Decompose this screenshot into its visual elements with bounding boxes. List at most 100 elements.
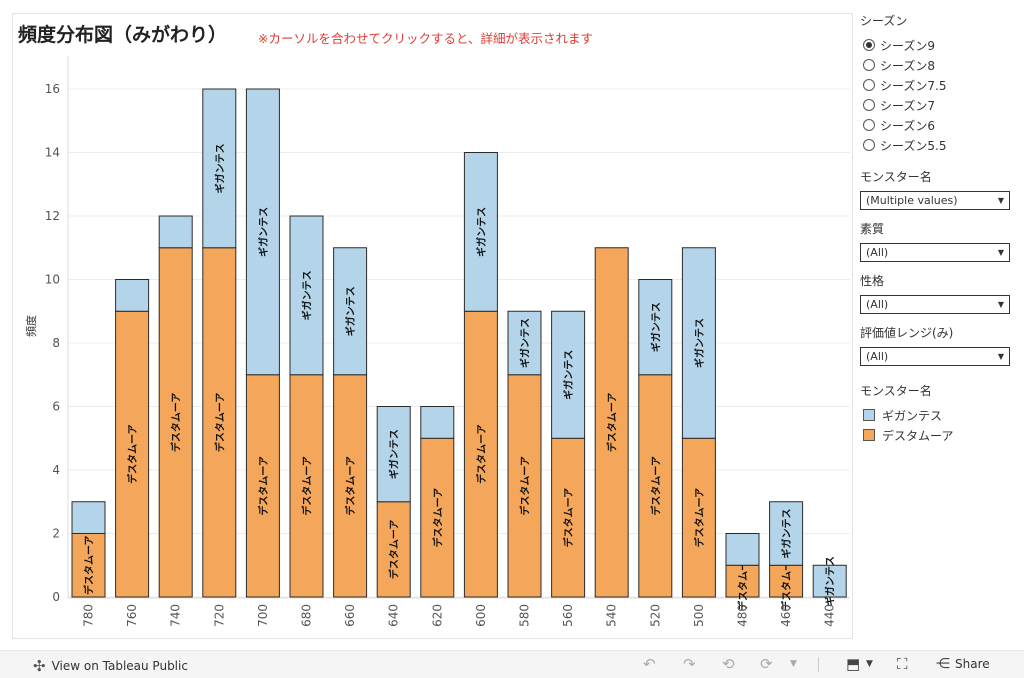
refresh-icon[interactable]: ⟳ xyxy=(760,655,773,673)
radio-icon[interactable] xyxy=(863,59,875,71)
legend-label: ギガンテス xyxy=(882,408,943,423)
chevron-down-icon: ▼ xyxy=(997,300,1004,309)
bar-segment-gigantes[interactable] xyxy=(507,310,542,376)
y-tick-label: 4 xyxy=(52,463,60,477)
bar-segment-destamoore[interactable] xyxy=(681,437,716,598)
y-tick-label: 2 xyxy=(52,527,60,541)
bar-segment-destamoore[interactable] xyxy=(769,564,804,598)
season-option-label: シーズン8 xyxy=(880,58,936,73)
bar-segment-destamoore[interactable] xyxy=(71,533,106,598)
radio-icon[interactable] xyxy=(863,139,875,151)
bar-segment-gigantes[interactable] xyxy=(725,533,760,566)
fullscreen-icon[interactable]: ⛶ xyxy=(897,655,908,673)
season-option[interactable]: シーズン8 xyxy=(860,55,1016,75)
x-tick-label: 760 xyxy=(125,604,139,627)
bar-segment-gigantes[interactable] xyxy=(463,152,498,312)
bar-segment-destamoore[interactable] xyxy=(115,310,150,598)
radio-icon[interactable] xyxy=(863,79,875,91)
bar-segment-label: デスタムーア xyxy=(170,393,183,453)
y-tick-label: 0 xyxy=(52,590,60,604)
bar-segment-label: デスタムーア xyxy=(693,488,706,548)
bar-segment-destamoore[interactable] xyxy=(158,247,193,598)
filter-dropdown[interactable]: (All) ▼ xyxy=(860,347,1010,366)
season-option-label: シーズン5.5 xyxy=(880,138,947,153)
bar-segment-destamoore[interactable] xyxy=(594,247,629,598)
bar-segment-gigantes[interactable] xyxy=(769,501,804,566)
radio-icon[interactable] xyxy=(863,119,875,131)
toolbar-divider xyxy=(818,657,819,672)
bar-segment-label: ギガンテス xyxy=(301,270,314,320)
view-on-tableau-link[interactable]: ✣ View on Tableau Public xyxy=(33,657,188,675)
bar-segment-gigantes[interactable] xyxy=(202,88,237,249)
bar-segment-gigantes[interactable] xyxy=(158,215,193,249)
season-option-label: シーズン7.5 xyxy=(880,78,947,93)
x-tick-label: 600 xyxy=(474,604,488,627)
filter-dropdown-value: (Multiple values) xyxy=(866,194,958,207)
bar-segment-gigantes[interactable] xyxy=(681,247,716,439)
bar-segment-destamoore[interactable] xyxy=(725,564,760,598)
season-option[interactable]: シーズン7 xyxy=(860,95,1016,115)
bar-segment-gigantes[interactable] xyxy=(71,501,106,534)
legend-swatch xyxy=(863,409,875,421)
bar-segment-label: デスタムーア xyxy=(126,424,139,484)
filter-label: 素質 xyxy=(860,222,885,236)
season-option[interactable]: シーズン5.5 xyxy=(860,135,1016,155)
download-chevron-down-icon[interactable]: ▼ xyxy=(866,659,873,669)
view-on-tableau-label: View on Tableau Public xyxy=(51,659,188,673)
bar-segment-gigantes[interactable] xyxy=(420,406,455,439)
bar-segment-destamoore[interactable] xyxy=(507,374,542,598)
bar-segment-label: デスタムーア xyxy=(213,393,226,453)
y-tick-label: 14 xyxy=(45,146,60,160)
x-tick-label: 580 xyxy=(518,604,532,627)
bar-segment-label: デスタムーア xyxy=(519,456,532,516)
filter-dropdown[interactable]: (Multiple values) ▼ xyxy=(860,191,1010,210)
bar-segment-gigantes[interactable] xyxy=(551,310,586,439)
season-option-label: シーズン6 xyxy=(880,118,936,133)
bar-segment-gigantes[interactable] xyxy=(376,406,411,503)
x-tick-label: 680 xyxy=(300,604,314,627)
filter-dropdown[interactable]: (All) ▼ xyxy=(860,243,1010,262)
download-icon[interactable]: ⬒ xyxy=(846,655,861,673)
season-option[interactable]: シーズン9 xyxy=(860,35,1016,55)
footer-toolbar: ✣ View on Tableau Public ↶ ↷ ⟲ ⟳ ▼ ⬒ ▼ ⛶… xyxy=(0,650,1024,678)
bar-segment-destamoore[interactable] xyxy=(289,374,324,598)
legend-item[interactable]: ギガンテス xyxy=(860,405,1016,425)
filter-dropdown[interactable]: (All) ▼ xyxy=(860,295,1010,314)
x-tick-label: 500 xyxy=(692,604,706,627)
bar-segment-destamoore[interactable] xyxy=(202,247,237,598)
bar-segment-destamoore[interactable] xyxy=(551,437,586,598)
revert-icon[interactable]: ⟲ xyxy=(722,655,735,673)
tableau-logo-icon: ✣ xyxy=(33,657,46,675)
bar-segment-label: ギガンテス xyxy=(562,350,575,400)
season-option[interactable]: シーズン6 xyxy=(860,115,1016,135)
sidebar: シーズン シーズン9 シーズン8 シーズン7.5 シーズン7 シーズン6 シーズン5.5 … xyxy=(860,12,1016,445)
bar-segment-label: デスタムーア xyxy=(83,535,96,595)
bar-segment-destamoore[interactable] xyxy=(463,310,498,598)
bar-segment-gigantes[interactable] xyxy=(638,279,673,376)
legend-item[interactable]: デスタムーア xyxy=(860,425,1016,445)
bar-segment-destamoore[interactable] xyxy=(245,374,280,598)
x-tick-label: 560 xyxy=(561,604,575,627)
refresh-menu-chevron-down-icon[interactable]: ▼ xyxy=(790,659,797,669)
bar-segment-gigantes[interactable] xyxy=(245,88,280,376)
radio-selected-icon[interactable] xyxy=(863,39,875,51)
y-tick-label: 12 xyxy=(45,209,60,223)
bar-segment-label: ギガンテス xyxy=(519,318,532,368)
bar-segment-destamoore[interactable] xyxy=(420,437,455,598)
legend: ギガンテスデスタムーア xyxy=(860,405,1016,445)
radio-icon[interactable] xyxy=(863,99,875,111)
bar-segment-gigantes[interactable] xyxy=(333,247,368,376)
season-option[interactable]: シーズン7.5 xyxy=(860,75,1016,95)
share-button[interactable]: ⋲ Share xyxy=(936,656,990,672)
bar-segment-gigantes[interactable] xyxy=(812,564,847,598)
bar-segment-gigantes[interactable] xyxy=(115,279,150,312)
season-option-label: シーズン9 xyxy=(880,38,936,53)
redo-icon[interactable]: ↷ xyxy=(683,655,696,673)
share-icon: ⋲ xyxy=(936,656,950,672)
filter-label: 評価値レンジ(み) xyxy=(860,326,954,340)
bar-segment-label: デスタムーア xyxy=(301,456,314,516)
legend-label: デスタムーア xyxy=(882,428,954,443)
undo-icon[interactable]: ↶ xyxy=(643,655,656,673)
bar-segment-gigantes[interactable] xyxy=(289,215,324,376)
bar-segment-label: デスタムーア xyxy=(649,456,662,516)
